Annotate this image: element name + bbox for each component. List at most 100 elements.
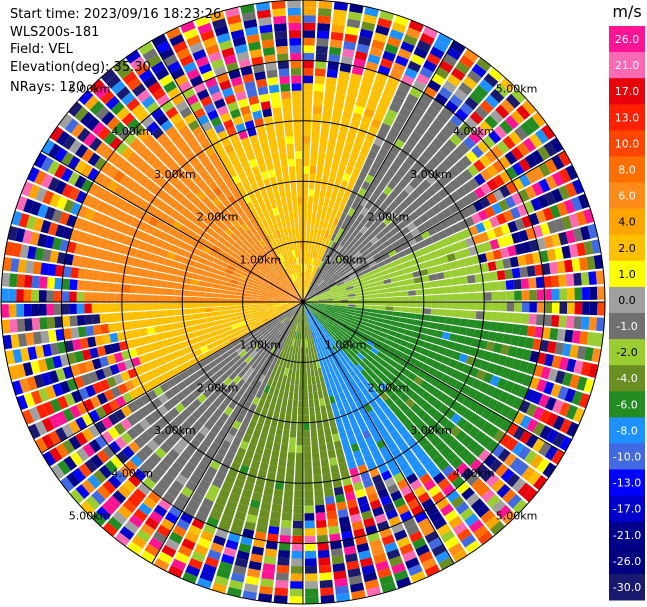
velocity-gate [360,281,369,286]
velocity-gate [250,299,258,302]
colorbar-cell [609,495,645,523]
velocity-gate [130,276,139,285]
velocity-gate [245,220,254,229]
velocity-gate [252,63,265,74]
velocity-gate [289,173,296,182]
velocity-gate [368,282,377,288]
velocity-gate [257,470,267,480]
velocity-gate [329,379,336,388]
velocity-gate [342,322,351,329]
velocity-gate [153,558,170,572]
velocity-gate [289,437,296,446]
velocity-gate [278,350,285,359]
velocity-gate [297,188,303,197]
velocity-gate [248,41,261,51]
velocity-gate [340,179,349,189]
velocity-gate [298,309,301,317]
velocity-gate [239,496,251,507]
range-ring-label: 4.00km [111,467,153,480]
velocity-gate [236,284,245,290]
velocity-gate [355,97,367,108]
velocity-gate [318,260,324,269]
velocity-gate [156,94,170,107]
velocity-gate [288,313,295,321]
velocity-gate [305,316,308,325]
velocity-gate [280,302,288,305]
velocity-gate [106,293,115,302]
velocity-gate [110,101,125,116]
velocity-gate [333,409,341,419]
velocity-gate [351,393,360,403]
velocity-gate [310,298,318,301]
velocity-gate [326,266,334,274]
velocity-gate [222,340,232,348]
velocity-gate [61,423,75,438]
velocity-gate [60,476,75,493]
velocity-gate [197,302,205,308]
velocity-gate [348,80,360,91]
velocity-gate [284,268,290,276]
velocity-gate [269,354,276,363]
velocity-gate [307,219,312,227]
azimuth-spoke [302,301,565,454]
velocity-gate [444,408,456,420]
velocity-gate [394,332,404,340]
velocity-gate [269,224,276,233]
velocity-gate [207,549,222,561]
velocity-gate [235,308,244,313]
velocity-gate [37,233,48,248]
velocity-gate [597,302,605,316]
velocity-gate [335,264,342,272]
velocity-gate [49,447,63,463]
velocity-gate [474,430,487,444]
velocity-gate [266,352,273,361]
velocity-gate [105,95,120,110]
velocity-gate [49,126,64,142]
velocity-gate [346,313,354,318]
velocity-gate [369,312,378,318]
velocity-gate [114,532,130,547]
velocity-gate [261,317,270,323]
velocity-gate [375,231,385,240]
velocity-gate [79,256,89,268]
velocity-gate [347,328,356,335]
velocity-gate [294,475,303,484]
velocity-gate [339,292,348,296]
velocity-gate [172,374,183,385]
velocity-gate [392,419,403,430]
velocity-gate [80,163,94,178]
velocity-gate [306,354,310,363]
velocity-gate [478,381,490,394]
velocity-gate [242,296,251,300]
velocity-gate [164,338,174,347]
velocity-gate [479,120,493,134]
velocity-gate [17,333,28,347]
velocity-gate [55,329,65,341]
velocity-gate [250,269,259,276]
velocity-gate [318,557,331,566]
velocity-gate [328,457,338,466]
velocity-gate [543,314,552,327]
velocity-gate [350,337,358,345]
velocity-gate [247,175,257,185]
velocity-gate [270,346,277,355]
velocity-gate [180,512,194,524]
velocity-gate [398,358,408,367]
velocity-gate [198,313,207,319]
velocity-gate [389,382,399,393]
velocity-gate [393,302,402,307]
velocity-gate [437,478,451,491]
velocity-gate [349,119,360,130]
velocity-gate [179,106,193,119]
velocity-gate [310,219,316,228]
velocity-gate [371,546,385,557]
velocity-gate [189,372,200,382]
velocity-gate [200,157,212,168]
velocity-gate [291,90,302,99]
velocity-gate [291,227,296,235]
velocity-gate [299,287,302,295]
velocity-gate [499,120,513,135]
velocity-gate [462,396,473,408]
velocity-gate [10,334,20,349]
velocity-gate [247,127,257,137]
